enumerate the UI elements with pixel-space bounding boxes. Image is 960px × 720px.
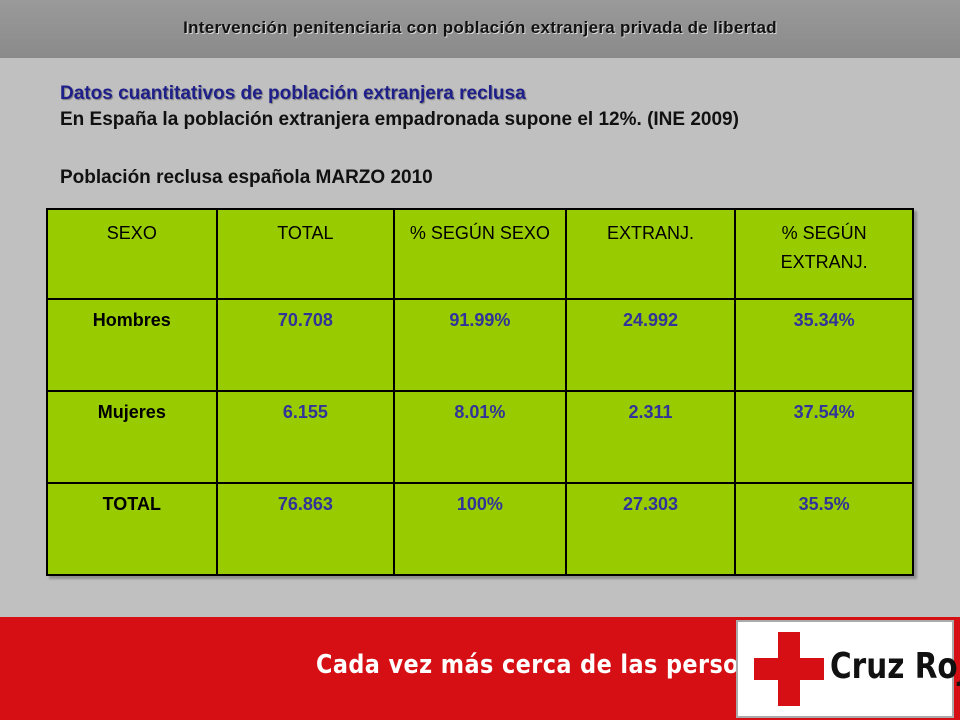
header-pct-sexo: % SEGÚN SEXO — [393, 208, 567, 300]
red-cross-icon — [754, 632, 824, 706]
row-label: Hombres — [46, 298, 218, 392]
cell-pct-sexo: 100% — [393, 482, 567, 576]
cell-extranj: 2.311 — [564, 390, 737, 484]
row-label: TOTAL — [46, 482, 218, 576]
logo-text: Cruz Roja — [830, 646, 960, 687]
tagline: Cada vez más cerca de las personas — [316, 650, 785, 680]
cell-pct-extranj: 37.54% — [734, 390, 914, 484]
intro-line: En España la población extranjera empadr… — [60, 109, 739, 130]
table-row: Hombres 70.708 91.99% 24.992 35.34% — [46, 298, 914, 392]
table-row: Mujeres 6.155 8.01% 2.311 37.54% — [46, 390, 914, 484]
cell-total: 70.708 — [215, 298, 396, 392]
cell-pct-extranj: 35.5% — [734, 482, 914, 576]
header-pct-extranj: % SEGÚN EXTRANJ. — [734, 208, 914, 300]
cell-total: 76.863 — [215, 482, 396, 576]
header-extranj: EXTRANJ. — [564, 208, 737, 300]
prison-population-table: SEXO TOTAL % SEGÚN SEXO EXTRANJ. % SEGÚN… — [46, 208, 914, 576]
row-label: Mujeres — [46, 390, 218, 484]
table-caption: Población reclusa española MARZO 2010 — [60, 167, 433, 188]
header-sexo: SEXO — [46, 208, 218, 300]
cell-pct-sexo: 8.01% — [393, 390, 567, 484]
table-header-row: SEXO TOTAL % SEGÚN SEXO EXTRANJ. % SEGÚN… — [46, 208, 914, 300]
cell-pct-extranj: 35.34% — [734, 298, 914, 392]
table-row: TOTAL 76.863 100% 27.303 35.5% — [46, 482, 914, 576]
cell-pct-sexo: 91.99% — [393, 298, 567, 392]
cruz-roja-logo: Cruz Roja — [736, 620, 960, 718]
cell-extranj: 27.303 — [564, 482, 737, 576]
cell-extranj: 24.992 — [564, 298, 737, 392]
header-total: TOTAL — [215, 208, 396, 300]
section-heading: Datos cuantitativos de población extranj… — [60, 83, 526, 104]
header-bar: Intervención penitenciaria con población… — [0, 0, 960, 58]
header-title: Intervención penitenciaria con población… — [183, 18, 777, 37]
cell-total: 6.155 — [215, 390, 396, 484]
